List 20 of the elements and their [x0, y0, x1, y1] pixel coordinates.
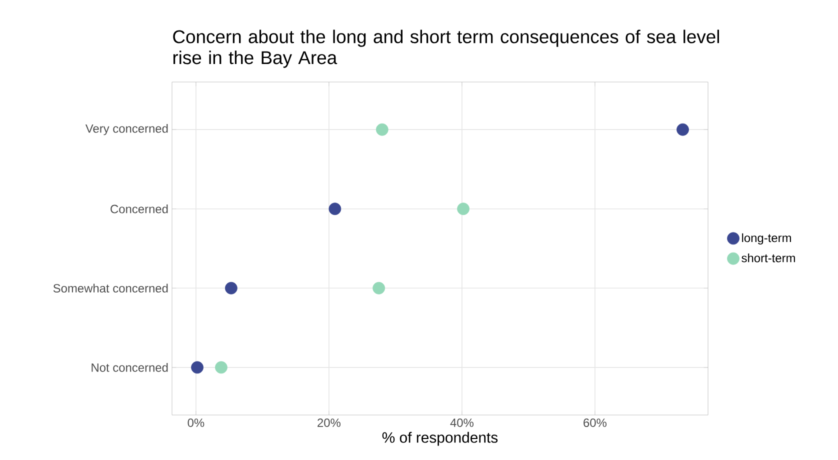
y-tick-label: Very concerned [85, 124, 168, 136]
legend-label: long-term [742, 233, 791, 244]
y-tick-label: Concerned [110, 204, 168, 214]
legend-label: short-term [742, 254, 795, 262]
y-tick-label: Somewhat concerned [53, 284, 168, 293]
point [376, 123, 388, 136]
x-tick-label: 0% [188, 418, 204, 427]
point [224, 282, 238, 294]
point [328, 202, 342, 216]
x-tick-label: 40% [450, 418, 474, 427]
y-tick-label: Not concerned [92, 363, 168, 372]
point [457, 202, 470, 216]
point [191, 361, 204, 374]
x-axis-title: % of respondents [382, 432, 498, 446]
point [215, 361, 228, 374]
chart-title: Concern about the long and short term consequences of sea level rise in the Bay Area [173, 30, 719, 68]
x-tick-label: 60% [584, 418, 606, 427]
x-tick-label: 20% [318, 418, 340, 427]
point [676, 123, 689, 136]
point [372, 282, 386, 294]
